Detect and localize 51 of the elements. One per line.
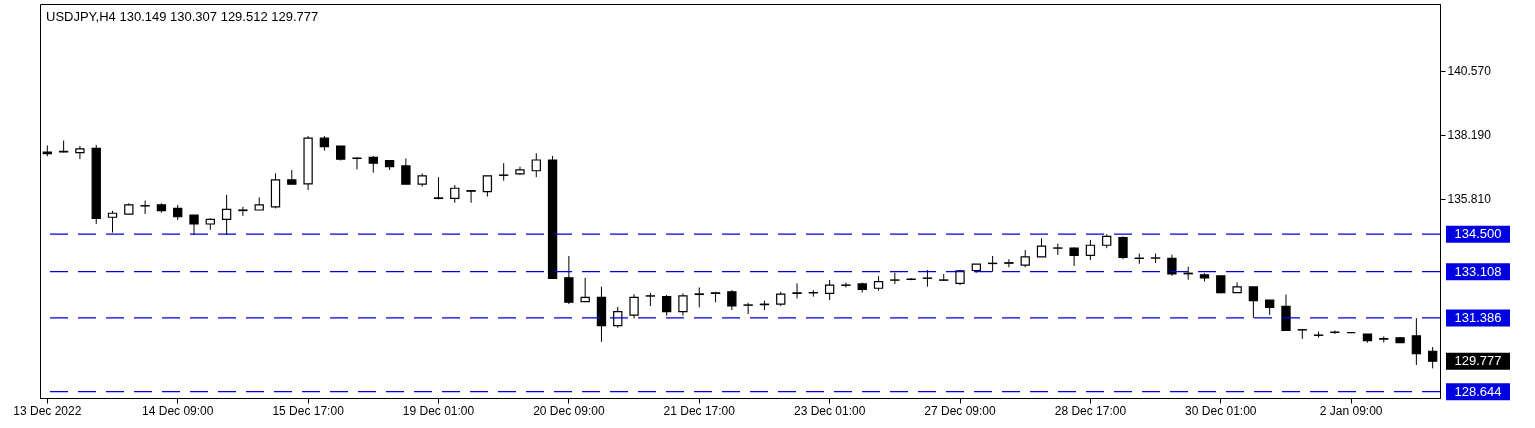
candlestick [1085,239,1096,261]
x-tick-label: 21 Dec 17:00 [663,403,736,418]
candlestick [482,175,493,198]
candlestick [466,189,476,204]
candlestick [140,200,150,215]
x-tick-label: 23 Dec 01:00 [793,403,866,418]
candlestick [629,293,639,319]
candlestick [221,194,232,236]
y-tick-label: 138.190 [1447,128,1492,143]
x-tick-label: 13 Dec 2022 [13,403,82,418]
candlestick [1330,330,1340,335]
candlestick [743,302,753,315]
candlestick [499,162,509,182]
candlestick [1411,317,1422,366]
x-tick-label: 30 Dec 01:00 [1185,403,1257,418]
ref-line-label: 131.386 [1454,309,1502,325]
candlestick [678,292,688,317]
ref-line-label: 128.644 [1454,383,1502,399]
candlestick [727,289,737,311]
x-tick-label: 14 Dec 09:00 [142,403,214,418]
candlestick [1036,237,1047,258]
x-tick-label: 27 Dec 09:00 [924,403,997,418]
candlestick [661,294,672,317]
y-tick-label: 135.810 [1447,192,1492,207]
candlestick [1167,254,1177,277]
text: 129.777 [1454,353,1502,369]
candlestick [1248,286,1259,319]
candlestick [580,277,590,303]
y-tick-label: 140.570 [1447,64,1492,79]
x-tick-label: 15 Dec 17:00 [272,403,345,418]
candlestick [1004,258,1014,268]
candlestick [401,157,411,185]
ref-line-label: 133.108 [1454,263,1502,279]
ref-line-label: 134.500 [1454,226,1502,242]
x-tick-label: 2 Jan 09:00 [1319,403,1383,418]
candlestick [531,152,541,178]
x-tick-label: 20 Dec 09:00 [533,403,605,418]
candlestick [1069,246,1079,267]
candlestick [107,210,118,234]
candlestick [1427,346,1438,369]
x-tick-label: 19 Dec 01:00 [402,403,475,418]
candlestick [352,156,362,170]
candlestick [1118,235,1128,260]
candlestick [75,145,85,160]
x-tick-label: 28 Dec 17:00 [1054,403,1127,418]
chart-title: USDJPY,H4 130.149 130.307 129.512 129.777 [46,9,319,24]
candlestick [238,206,248,217]
candlestick [792,282,802,299]
candlestick [189,214,199,236]
candlestick [694,286,704,308]
candlestick [824,279,835,301]
